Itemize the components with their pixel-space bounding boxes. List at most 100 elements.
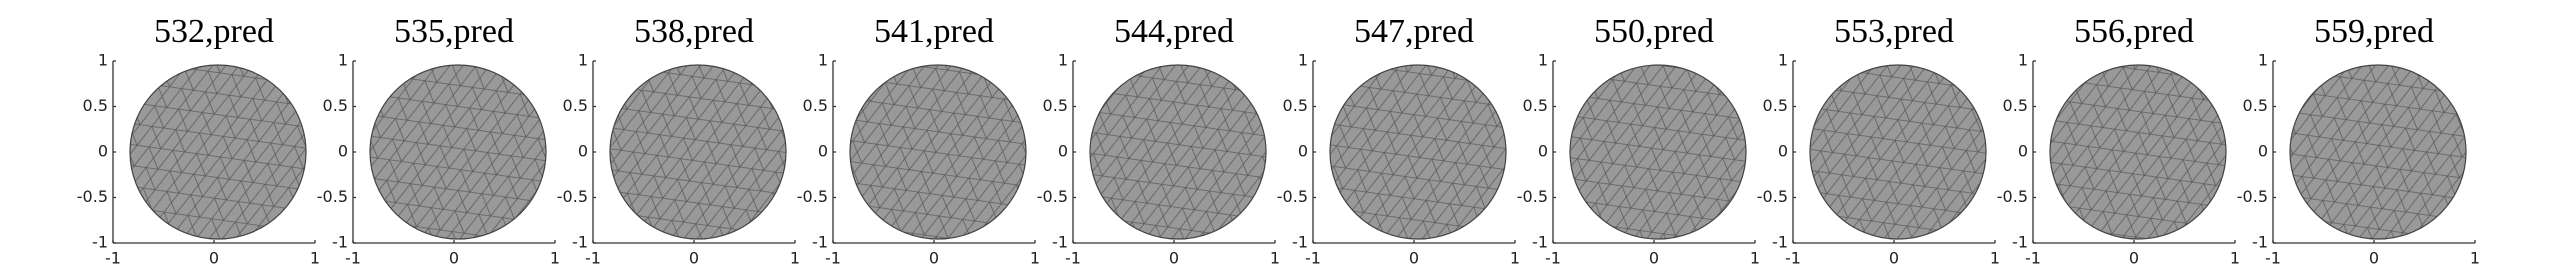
sphere-mesh (2049, 64, 2227, 240)
sphere-mesh (1089, 64, 1267, 240)
x-tick-label: -1 (1065, 249, 1081, 268)
x-tick-label: -1 (825, 249, 841, 268)
x-tick-label: 1 (550, 249, 560, 268)
x-tick-label: -1 (345, 249, 361, 268)
y-tick-label: 0 (98, 142, 108, 161)
y-tick-label: 0 (818, 142, 828, 161)
y-tick-label: 0 (1778, 142, 1788, 161)
y-tick-label: -0.5 (797, 187, 828, 206)
x-tick-label: 1 (1990, 249, 2000, 268)
chart-title: 532,pred (154, 13, 274, 50)
y-tick-label: 0 (1538, 142, 1548, 161)
chart-title: 556,pred (2074, 13, 2194, 50)
y-tick-label: 0.5 (563, 96, 588, 115)
chart-title: 547,pred (1354, 13, 1474, 50)
y-tick-label: -1 (92, 233, 108, 252)
sphere-mesh (1809, 64, 1987, 240)
x-tick-label: -1 (1785, 249, 1801, 268)
x-tick-label: 1 (2230, 249, 2240, 268)
x-tick-label: 1 (790, 249, 800, 268)
x-tick-label: -1 (585, 249, 601, 268)
y-tick-label: 0 (1058, 142, 1068, 161)
x-tick-label: 1 (1030, 249, 1040, 268)
y-tick-label: -0.5 (1997, 187, 2028, 206)
chart-title: 535,pred (394, 13, 514, 50)
x-tick-label: 1 (1750, 249, 1760, 268)
x-tick-label: 1 (1510, 249, 1520, 268)
y-tick-label: 1 (1058, 51, 1068, 70)
y-tick-label: -0.5 (1277, 187, 1308, 206)
x-tick-label: 0 (209, 249, 219, 268)
chart-title: 550,pred (1594, 13, 1714, 50)
chart-title: 553,pred (1834, 13, 1954, 50)
x-tick-label: 0 (1169, 249, 1179, 268)
y-tick-label: -0.5 (1037, 187, 1068, 206)
y-tick-label: -0.5 (2237, 187, 2268, 206)
y-tick-label: 1 (2018, 51, 2028, 70)
sphere-mesh (609, 64, 787, 240)
chart-title: 544,pred (1114, 13, 1234, 50)
y-tick-label: -1 (1292, 233, 1308, 252)
x-tick-label: -1 (1545, 249, 1561, 268)
y-tick-label: -1 (572, 233, 588, 252)
x-tick-label: 1 (1270, 249, 1280, 268)
y-tick-label: 0 (578, 142, 588, 161)
y-tick-label: -1 (1532, 233, 1548, 252)
chart-title: 538,pred (634, 13, 754, 50)
y-tick-label: 0 (1298, 142, 1308, 161)
y-tick-label: -0.5 (1517, 187, 1548, 206)
y-tick-label: 1 (818, 51, 828, 70)
y-tick-label: 0.5 (1523, 96, 1548, 115)
x-tick-label: 0 (2129, 249, 2139, 268)
y-tick-label: 1 (2258, 51, 2268, 70)
y-tick-label: -1 (2252, 233, 2268, 252)
x-tick-label: 0 (1889, 249, 1899, 268)
x-tick-label: 0 (1409, 249, 1419, 268)
x-tick-label: 0 (1649, 249, 1659, 268)
x-tick-label: 0 (2369, 249, 2379, 268)
x-tick-label: 0 (449, 249, 459, 268)
y-tick-label: -0.5 (557, 187, 588, 206)
sphere-mesh (1329, 64, 1507, 240)
y-tick-label: 0.5 (2243, 96, 2268, 115)
y-tick-label: 1 (338, 51, 348, 70)
y-tick-label: 1 (1778, 51, 1788, 70)
y-tick-label: 0.5 (1763, 96, 1788, 115)
sphere-mesh (2289, 64, 2467, 240)
x-tick-label: -1 (1305, 249, 1321, 268)
y-tick-label: 0.5 (323, 96, 348, 115)
y-tick-label: 0 (338, 142, 348, 161)
x-tick-label: 1 (310, 249, 320, 268)
y-tick-label: -0.5 (317, 187, 348, 206)
sphere-mesh (369, 64, 547, 240)
y-tick-label: -1 (1772, 233, 1788, 252)
sphere-mesh (1569, 64, 1747, 240)
y-tick-label: 1 (1298, 51, 1308, 70)
y-tick-label: 1 (1538, 51, 1548, 70)
sphere-mesh (129, 64, 307, 240)
x-tick-label: 0 (929, 249, 939, 268)
chart-title: 559,pred (2314, 13, 2434, 50)
x-tick-label: -1 (105, 249, 121, 268)
y-tick-label: -1 (332, 233, 348, 252)
y-tick-label: 0 (2258, 142, 2268, 161)
y-tick-label: 1 (578, 51, 588, 70)
y-tick-label: 0.5 (1283, 96, 1308, 115)
sphere-mesh (849, 64, 1027, 240)
x-tick-label: 1 (2470, 249, 2480, 268)
x-tick-label: -1 (2265, 249, 2281, 268)
y-tick-label: -1 (1052, 233, 1068, 252)
x-tick-label: -1 (2025, 249, 2041, 268)
y-tick-label: 0.5 (803, 96, 828, 115)
y-tick-label: -1 (2012, 233, 2028, 252)
y-tick-label: 1 (98, 51, 108, 70)
y-tick-label: -1 (812, 233, 828, 252)
x-tick-label: 0 (689, 249, 699, 268)
y-tick-label: 0.5 (1043, 96, 1068, 115)
y-tick-label: -0.5 (1757, 187, 1788, 206)
chart-title: 541,pred (874, 13, 994, 50)
y-tick-label: 0.5 (83, 96, 108, 115)
y-tick-label: 0.5 (2003, 96, 2028, 115)
y-tick-label: 0 (2018, 142, 2028, 161)
